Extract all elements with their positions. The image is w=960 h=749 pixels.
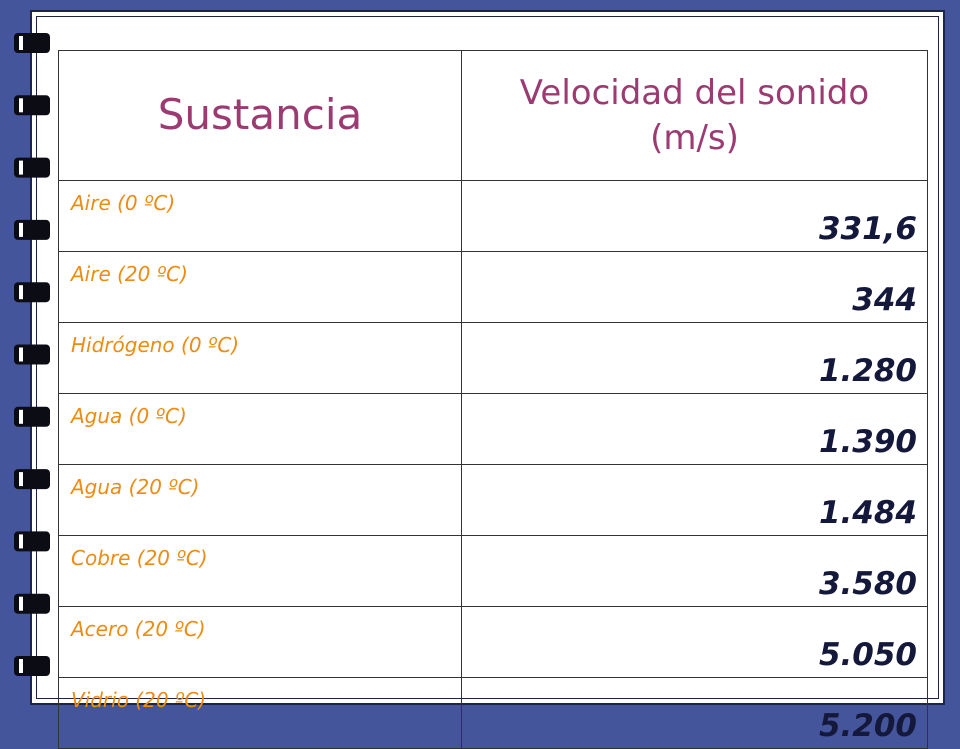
substance-cell: Aire (20 ºC) <box>58 251 462 323</box>
substance-cell: Vidrio (20 ºC) <box>58 677 462 749</box>
table-row: Agua (0 ºC) 1.390 <box>58 393 928 465</box>
ring-highlight <box>19 472 23 487</box>
speed-cell: 5.050 <box>461 606 928 678</box>
substance-cell: Agua (20 ºC) <box>58 464 462 536</box>
header-cell: Sustancia <box>58 50 462 181</box>
table-row: Acero (20 ºC) 5.050 <box>58 606 928 678</box>
header-cell: Velocidad del sonido (m/s) <box>461 50 928 181</box>
ring-highlight <box>19 285 23 300</box>
table-row: Vidrio (20 ºC) 5.200 <box>58 677 928 749</box>
speed-cell: 5.200 <box>461 677 928 749</box>
speed-cell: 1.280 <box>461 322 928 394</box>
speed-cell: 344 <box>461 251 928 323</box>
ring-highlight <box>19 347 23 362</box>
ring-highlight <box>19 98 23 113</box>
table-row: Aire (0 ºC) 331,6 <box>58 180 928 252</box>
table-row: Hidrógeno (0 ºC) 1.280 <box>58 322 928 394</box>
substance-cell: Aire (0 ºC) <box>58 180 462 252</box>
table-row: Aire (20 ºC) 344 <box>58 251 928 323</box>
ring-highlight <box>19 36 23 50</box>
table-row: Cobre (20 ºC) 3.580 <box>58 535 928 607</box>
substance-cell: Hidrógeno (0 ºC) <box>58 322 462 394</box>
ring-highlight <box>19 222 23 237</box>
header-row: Sustancia Velocidad del sonido (m/s) <box>58 50 928 181</box>
ring-highlight <box>19 160 23 175</box>
ring-highlight <box>19 596 23 611</box>
speed-cell: 331,6 <box>461 180 928 252</box>
substance-cell: Acero (20 ºC) <box>58 606 462 678</box>
substance-cell: Cobre (20 ºC) <box>58 535 462 607</box>
speed-cell: 1.484 <box>461 464 928 536</box>
data-table: Sustancia Velocidad del sonido (m/s) Air… <box>58 50 928 749</box>
table-row: Agua (20 ºC) 1.484 <box>58 464 928 536</box>
ring-highlight <box>19 659 23 673</box>
slide: {"table": {"header": ["Sustancia", "Velo… <box>14 10 945 749</box>
speed-cell: 3.580 <box>461 535 928 607</box>
ring-highlight <box>19 534 23 549</box>
ring-highlight <box>19 409 23 424</box>
substance-cell: Agua (0 ºC) <box>58 393 462 465</box>
speed-cell: 1.390 <box>461 393 928 465</box>
binder-rings <box>14 33 50 676</box>
